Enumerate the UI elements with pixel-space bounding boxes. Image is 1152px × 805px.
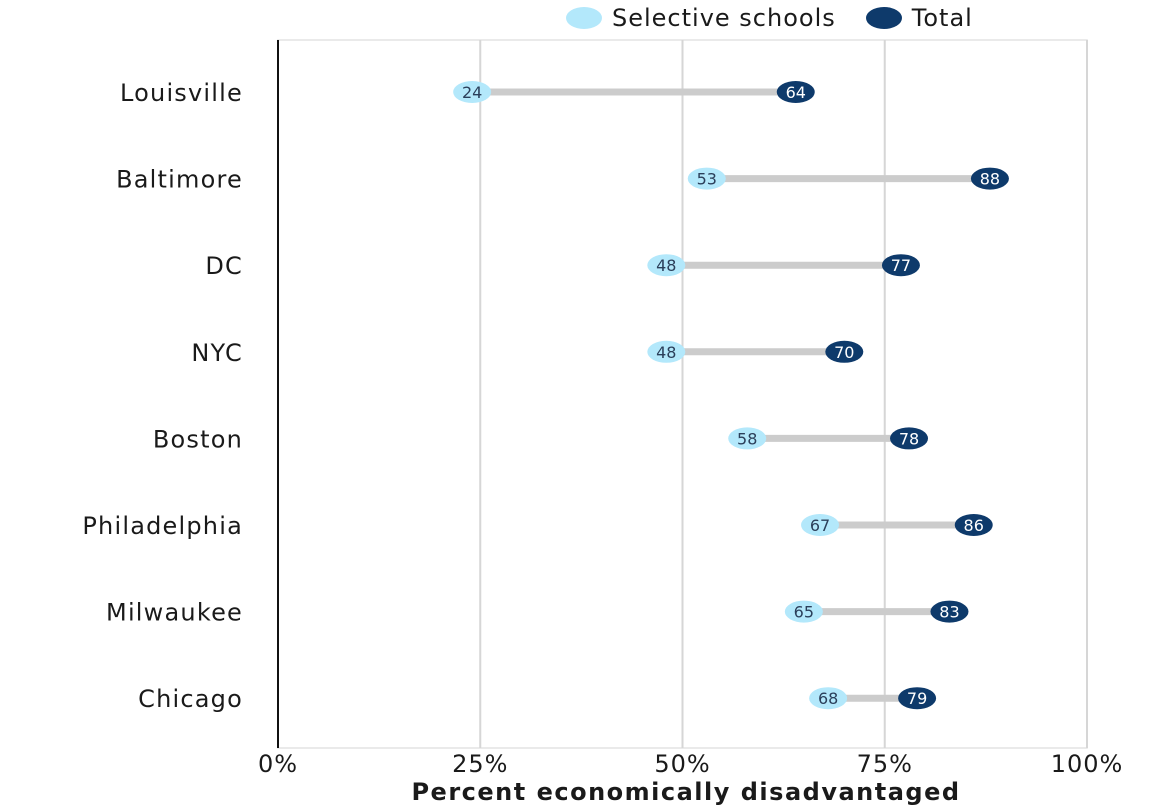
value-label-selective: 24 (462, 83, 482, 102)
point-selective (647, 254, 686, 277)
value-label-selective: 48 (656, 256, 676, 275)
category-label: Boston (153, 425, 243, 453)
point-total (890, 427, 929, 450)
point-selective (809, 687, 848, 710)
legend-label-total: Total (911, 4, 973, 32)
legend-item-total: Total (865, 4, 973, 32)
point-total (776, 81, 815, 103)
value-label-total: 79 (907, 689, 927, 708)
legend-swatch-selective (566, 7, 602, 29)
value-label-total: 86 (964, 516, 984, 535)
value-label-total: 77 (891, 256, 911, 275)
legend-item-selective: Selective schools (566, 4, 836, 32)
value-label-selective: 58 (737, 429, 757, 448)
point-total (825, 340, 864, 363)
point-total (881, 254, 920, 277)
category-label-layer: Louisville Baltimore DC NYC Boston Philadelph… (82, 79, 243, 713)
legend-swatch-total (865, 7, 902, 29)
point-selective (784, 600, 823, 623)
x-axis-title: Percent economically disadvantaged (411, 778, 960, 805)
category-label: Philadelphia (82, 512, 243, 540)
x-tick-label: 25% (452, 750, 508, 778)
legend: Selective schools Total (566, 4, 973, 32)
connector-layer (472, 88, 990, 702)
category-label: Baltimore (116, 166, 243, 194)
point-layer: 24 64 53 88 48 77 48 70 58 78 67 86 65 83 68 79 (453, 81, 1009, 710)
value-label-total: 88 (980, 170, 1000, 189)
value-label-selective: 53 (697, 170, 717, 189)
x-tick-label: 100% (1051, 750, 1124, 778)
category-label: NYC (191, 339, 243, 367)
point-total (954, 514, 993, 536)
value-label-selective: 48 (656, 343, 676, 362)
point-selective (453, 81, 492, 103)
grid-layer (277, 39, 1088, 749)
value-label-total: 83 (939, 603, 959, 622)
value-label-total: 70 (834, 343, 854, 362)
x-tick-layer: 0% 25% 50% 75% 100% (258, 750, 1124, 778)
point-total (930, 600, 969, 623)
point-selective (687, 167, 726, 190)
category-label: Milwaukee (106, 599, 243, 627)
x-tick-label: 0% (258, 750, 298, 778)
point-selective (728, 427, 767, 450)
point-total (898, 687, 937, 710)
x-tick-label: 50% (654, 750, 710, 778)
legend-label-selective: Selective schools (612, 4, 836, 32)
category-label: Chicago (138, 685, 243, 713)
point-selective (801, 514, 840, 536)
value-label-selective: 67 (810, 516, 830, 535)
point-selective (647, 340, 686, 363)
category-label: Louisville (120, 79, 243, 107)
category-label: DC (205, 252, 243, 280)
value-label-total: 64 (786, 83, 806, 102)
value-label-selective: 65 (794, 603, 814, 622)
value-label-total: 78 (899, 429, 919, 448)
point-total (970, 167, 1009, 190)
x-tick-label: 75% (857, 750, 913, 778)
value-label-selective: 68 (818, 689, 838, 708)
